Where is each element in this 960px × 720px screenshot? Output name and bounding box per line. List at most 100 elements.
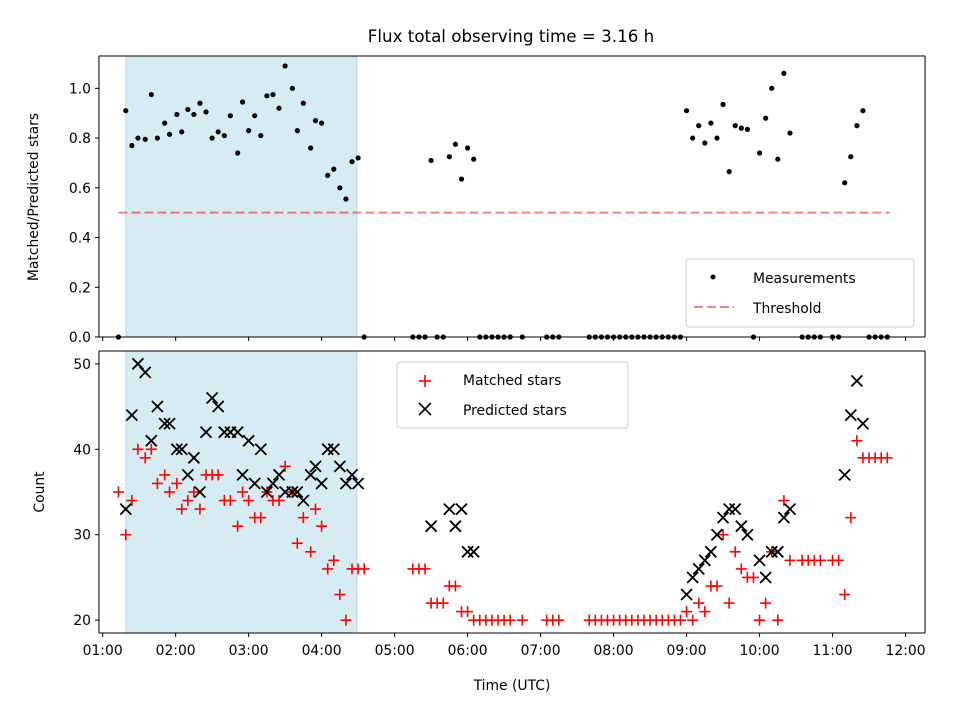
matched-star-point — [316, 520, 328, 532]
measurement-point — [270, 91, 276, 98]
measurement-point — [166, 131, 173, 137]
predicted-star-point — [856, 417, 870, 430]
matched-star-point — [553, 614, 565, 626]
matched-star-point — [297, 512, 309, 524]
matched-star-point — [772, 614, 784, 626]
measurement-point — [162, 120, 168, 126]
measurement-point — [294, 128, 300, 134]
measurement-point — [142, 136, 148, 142]
matched-star-point — [851, 435, 863, 447]
matched-star-point — [164, 486, 176, 498]
predicted-star-point — [838, 468, 851, 482]
measurement-point — [428, 157, 434, 164]
predicted-star-point — [231, 426, 244, 439]
matched-star-point — [176, 503, 188, 515]
measurement-point — [276, 105, 282, 111]
predicted-star-point — [716, 511, 730, 524]
matched-star-point — [237, 486, 249, 498]
measurement-point — [215, 129, 221, 135]
measurement-point — [349, 159, 355, 165]
measurement-point — [690, 135, 696, 141]
ratio-y-ticks: 0.0 0.2 0.4 0.6 0.8 1.0 — [69, 81, 99, 346]
predicted-star-point — [467, 545, 480, 558]
predicted-legend-label: Predicted stars — [463, 403, 567, 419]
measurement-point — [203, 109, 209, 115]
measurement-point — [174, 111, 180, 118]
measurement-point — [848, 154, 854, 160]
predicted-star-point — [272, 468, 286, 482]
measurement-point — [308, 145, 314, 151]
measurement-point — [756, 150, 763, 156]
matched-star-point — [462, 606, 474, 618]
matched-star-point — [310, 503, 322, 515]
ratio-legend: Measurements Threshold — [685, 258, 915, 328]
x-tick-label: 01:00 — [83, 643, 123, 659]
count-x-ticks: 01:00 02:00 03:00 04:00 05:00 06:00 07:00 08:00… — [83, 633, 926, 659]
measurement-point — [781, 70, 787, 77]
measurement-point — [135, 135, 141, 141]
x-tick-label: 09:00 — [667, 643, 707, 659]
predicted-star-point — [193, 485, 207, 499]
measurement-point — [264, 93, 270, 99]
observing-span-highlight — [125, 55, 358, 338]
predicted-star-point — [119, 502, 132, 516]
x-tick-label: 12:00 — [886, 643, 926, 659]
measurement-point — [763, 115, 769, 121]
measurement-point — [458, 176, 465, 182]
matched-star-point — [747, 571, 759, 583]
matched-star-point — [674, 614, 686, 626]
predicted-star-point — [315, 477, 328, 490]
predicted-legend-marker — [418, 402, 432, 416]
matched-star-point — [328, 554, 340, 566]
predicted-star-point — [339, 477, 353, 490]
predicted-star-point — [291, 485, 304, 499]
x-tick-label: 08:00 — [594, 643, 634, 659]
predicted-star-point — [286, 485, 299, 499]
matched-star-point — [814, 554, 826, 566]
measurement-point — [860, 108, 866, 114]
predicted-star-point — [759, 571, 772, 584]
predicted-star-point — [443, 502, 456, 516]
predicted-star-point — [698, 554, 711, 567]
count-y-ticks: 20 30 40 50 — [73, 357, 99, 629]
matched-star-point — [145, 443, 157, 455]
measurement-point — [696, 123, 702, 129]
y-tick-label: 0.4 — [69, 231, 91, 247]
predicted-star-point — [455, 502, 468, 516]
matched-star-point — [194, 503, 206, 515]
measurement-point — [732, 123, 738, 129]
chart-title: Flux total observing time = 3.16 h — [368, 26, 654, 46]
y-tick-label: 0.2 — [69, 280, 91, 296]
ratio-legend-box — [685, 258, 915, 328]
matched-star-point — [516, 614, 528, 626]
predicted-star-point — [783, 502, 797, 516]
ratio-x-ticks — [102, 337, 907, 341]
x-tick-label: 11:00 — [813, 643, 853, 659]
matched-star-point — [151, 477, 163, 489]
predicted-star-point — [680, 588, 693, 601]
predicted-star-point — [175, 443, 188, 456]
predicted-star-point — [753, 554, 766, 567]
predicted-star-point — [345, 468, 359, 482]
matched-star-point — [784, 554, 796, 566]
measurement-point — [129, 142, 135, 149]
predicted-star-point — [145, 434, 158, 447]
predicted-star-point — [266, 477, 280, 490]
predicted-star-point — [351, 477, 365, 490]
matched-star-point — [120, 529, 132, 541]
measurement-point — [209, 135, 215, 141]
predicted-star-point — [424, 520, 438, 533]
measurement-point — [464, 145, 471, 151]
measurement-point — [312, 118, 319, 124]
measurement-point — [154, 135, 160, 141]
predicted-star-point — [151, 400, 164, 413]
predicted-star-point — [212, 400, 225, 413]
matched-star-point — [881, 452, 893, 464]
predicted-star-point — [260, 485, 274, 499]
predicted-star-point — [777, 511, 791, 524]
matched-star-point — [839, 589, 851, 601]
matched-legend-label: Matched stars — [463, 373, 561, 389]
predicted-star-point — [850, 374, 864, 388]
count-axes-frame — [98, 350, 926, 634]
measurement-point — [726, 169, 732, 175]
